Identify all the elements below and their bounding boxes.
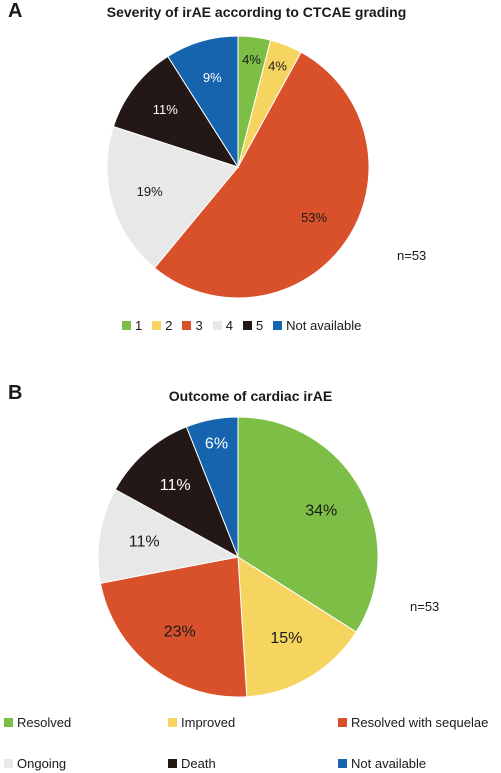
legend-swatch xyxy=(338,718,347,727)
legend-swatch xyxy=(168,759,177,768)
panel-a-letter: A xyxy=(8,0,23,22)
legend-label: Improved xyxy=(181,715,236,730)
chart-b-slice-label-4: 11% xyxy=(160,477,191,494)
legend-label: 5 xyxy=(255,318,264,333)
legend-label: 1 xyxy=(135,318,143,333)
panel-b-letter: B xyxy=(8,382,23,404)
chart-a-slice-label-2: 53% xyxy=(301,210,327,225)
legend-swatch xyxy=(168,718,177,727)
legend-swatch xyxy=(152,321,162,330)
chart-b-legend-item-1: Improved xyxy=(168,715,235,730)
legend-swatch xyxy=(122,321,131,330)
legend-label: 4 xyxy=(225,318,233,333)
chart-a-n-label: n=53 xyxy=(397,248,427,263)
chart-a-slice-label-0: 4% xyxy=(242,52,261,67)
legend-label: Resolved with sequelae xyxy=(351,715,489,730)
chart-b-legend-item-0: Resolved xyxy=(4,715,71,730)
chart-b-legend-item-4: Death xyxy=(168,756,216,771)
legend-label: Ongoing xyxy=(17,756,67,771)
chart-b-slice-4 xyxy=(114,426,239,559)
chart-b-legend-item-2: Resolved with sequelae xyxy=(338,715,488,730)
legend-swatch xyxy=(338,759,347,768)
chart-b-slice-label-1: 15% xyxy=(270,630,302,647)
chart-b-slice-1 xyxy=(237,556,357,698)
chart-b-slice-3 xyxy=(97,488,240,584)
legend-label: Death xyxy=(181,756,216,771)
chart-a-legend-item-0: 1 xyxy=(122,318,142,333)
legend-swatch xyxy=(4,718,13,727)
chart-b-title: Outcome of cardiac irAE xyxy=(168,388,333,404)
chart-a-slice-label-4: 11% xyxy=(153,102,178,117)
chart-b-legend-item-3: Ongoing xyxy=(4,756,66,771)
chart-a-legend-item-1: 2 xyxy=(152,318,172,333)
legend-swatch xyxy=(4,759,13,768)
chart-a-title: Severity of irAE according to CTCAE grad… xyxy=(106,4,407,20)
chart-b-slice-label-5: 6% xyxy=(205,435,228,452)
legend-label: Resolved xyxy=(17,715,72,730)
legend-swatch xyxy=(242,321,252,330)
chart-a-legend-item-5: Not available xyxy=(273,318,361,333)
chart-a-legend-item-3: 4 xyxy=(212,318,233,333)
legend-swatch xyxy=(212,321,222,330)
legend-swatch xyxy=(182,321,192,330)
chart-b-n-label: n=53 xyxy=(410,599,440,614)
chart-a-slice-4 xyxy=(112,55,240,168)
legend-label: Not available xyxy=(351,756,427,771)
chart-a-legend-item-2: 3 xyxy=(182,318,203,333)
chart-a-slice-label-3: 19% xyxy=(137,184,163,199)
chart-a-slice-2 xyxy=(153,51,370,299)
chart-a-legend: 1 2 3 4 5 Not available xyxy=(122,318,371,333)
chart-a-slice-label-1: 4% xyxy=(268,59,287,74)
chart-a-slice-label-5: 9% xyxy=(203,70,222,85)
chart-b-slice-0 xyxy=(237,416,379,633)
legend-swatch xyxy=(273,321,283,330)
chart-b-slice-label-3: 11% xyxy=(129,533,160,550)
chart-b-slice-2 xyxy=(99,556,248,698)
chart-b-slice-5 xyxy=(185,416,239,558)
chart-b-slice-label-2: 23% xyxy=(164,623,196,640)
chart-a-slice-3 xyxy=(106,125,239,269)
legend-label: 2 xyxy=(165,318,173,333)
legend-label: 3 xyxy=(195,318,203,333)
chart-a-slice-5 xyxy=(167,35,239,169)
legend-label: Not available xyxy=(286,318,362,333)
chart-b-slice-label-0: 34% xyxy=(305,502,337,519)
chart-b-legend-item-5: Not available xyxy=(338,756,426,771)
chart-a-legend-item-4: 5 xyxy=(242,318,264,333)
